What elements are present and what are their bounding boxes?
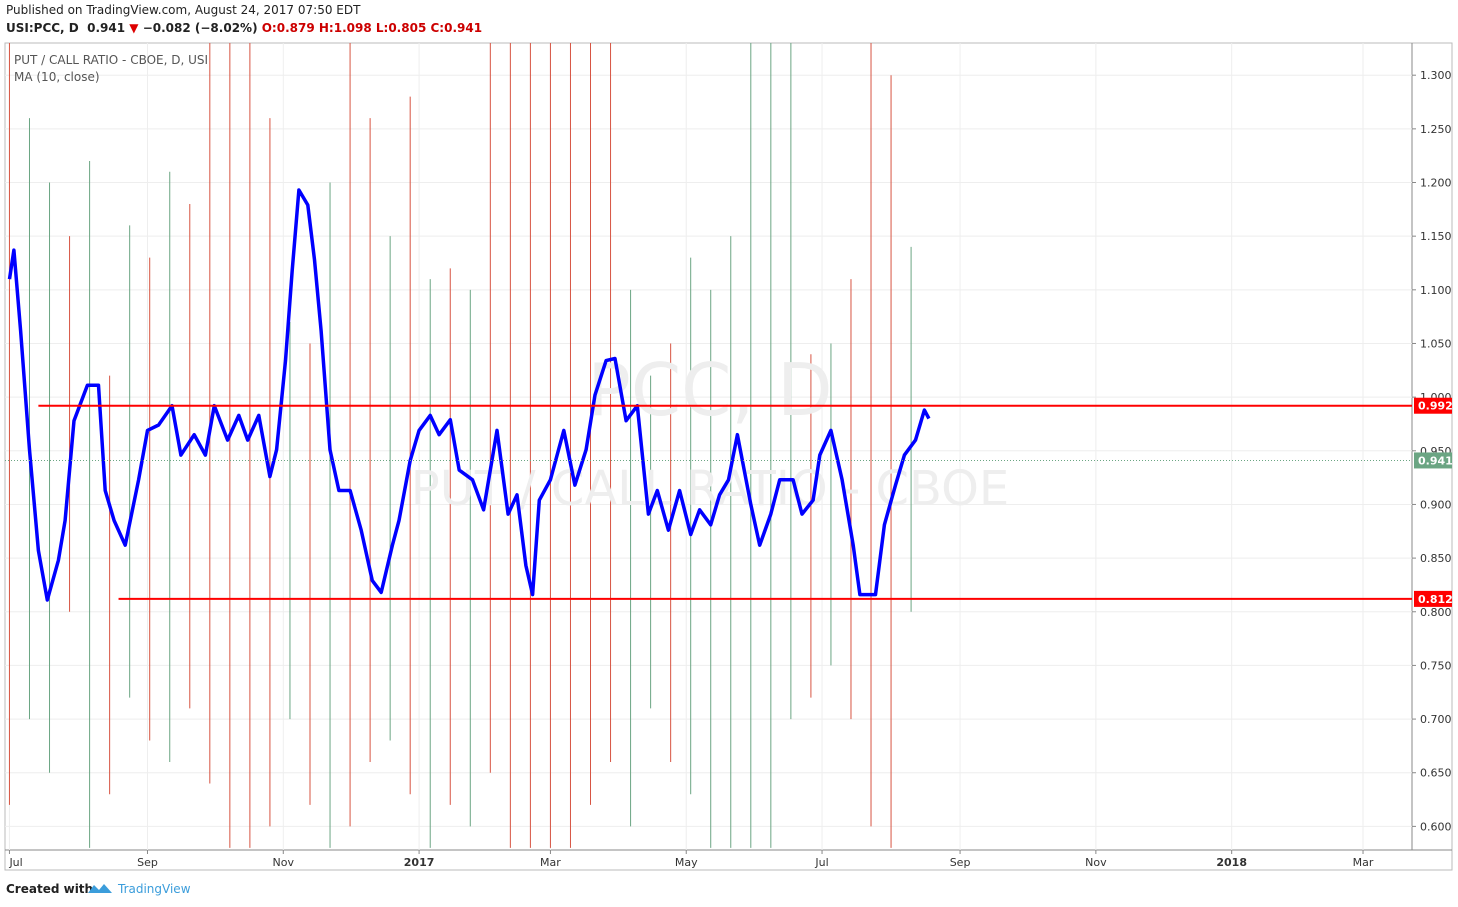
- y-tick-label: 0.900: [1420, 498, 1452, 511]
- y-tick-label: 0.700: [1420, 713, 1452, 726]
- arrow: ▼: [129, 21, 139, 35]
- low: L:0.805: [375, 21, 427, 35]
- x-tick-label: Mar: [1353, 856, 1374, 869]
- y-tick-label: 0.650: [1420, 767, 1452, 780]
- x-tick-label: 2017: [404, 856, 435, 869]
- y-tick-label: 1.300: [1420, 69, 1452, 82]
- x-tick-label: Nov: [1085, 856, 1107, 869]
- last-price-label: 0.941: [1418, 454, 1453, 467]
- level-tag: [1414, 397, 1452, 414]
- high: H:1.098: [318, 21, 372, 35]
- y-tick-label: 1.050: [1420, 337, 1452, 350]
- x-tick-label: Sep: [137, 856, 158, 869]
- y-tick-label: 1.150: [1420, 230, 1452, 243]
- level-label: 0.812: [1418, 593, 1453, 606]
- open: O:0.879: [261, 21, 315, 35]
- y-tick-label: 1.100: [1420, 284, 1452, 297]
- x-tick-label: Jul: [814, 856, 828, 869]
- x-tick-label: Nov: [273, 856, 295, 869]
- x-tick-label: Mar: [540, 856, 561, 869]
- y-tick-label: 1.200: [1420, 177, 1452, 190]
- published: Published on TradingView.com, August 24,…: [6, 3, 361, 17]
- footer-brand[interactable]: TradingView: [117, 882, 191, 896]
- frame: [4, 42, 1453, 871]
- x-tick-label: 2018: [1216, 856, 1247, 869]
- footer-created: Created with: [6, 882, 93, 896]
- x-tick-label: May: [675, 856, 698, 869]
- y-tick-label: 0.600: [1420, 820, 1452, 833]
- x-tick-label: Sep: [950, 856, 971, 869]
- ma-legend: MA (10, close): [14, 70, 100, 84]
- y-tick-label: 0.850: [1420, 552, 1452, 565]
- last-price-tag: [1414, 452, 1452, 469]
- ohlc-line: USI:PCC, D 0.941 ▼ −0.082 (−8.02%) O:0.8…: [6, 21, 482, 35]
- change: −0.082 (−8.02%): [142, 21, 258, 35]
- symbol-legend: PUT / CALL RATIO - CBOE, D, USI: [14, 53, 208, 67]
- close: C:0.941: [430, 21, 483, 35]
- symbol: USI:PCC, D: [6, 21, 79, 35]
- logo: [88, 884, 112, 893]
- level-tag: [1414, 590, 1452, 607]
- y-tick-label: 0.750: [1420, 659, 1452, 672]
- x-tick-label: Jul: [8, 856, 22, 869]
- y-tick-label: 1.250: [1420, 123, 1452, 136]
- level-label: 0.992: [1418, 400, 1453, 413]
- y-tick-label: 0.800: [1420, 606, 1452, 619]
- ma-line: [7, 188, 931, 602]
- last: 0.941: [87, 21, 126, 35]
